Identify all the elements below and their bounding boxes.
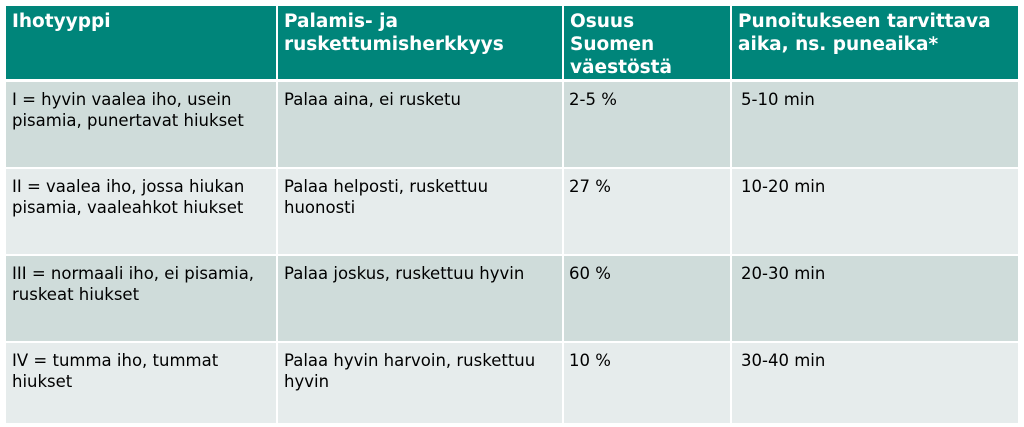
cell-redness-time: 30-40 min <box>732 343 1018 423</box>
cell-skin-type: I = hyvin vaalea iho, usein pisamia, pun… <box>6 82 278 169</box>
table-row: I = hyvin vaalea iho, usein pisamia, pun… <box>6 82 1018 169</box>
cell-redness-time: 10-20 min <box>732 169 1018 256</box>
cell-population-share: 2-5 % <box>564 82 732 169</box>
cell-burn-sensitivity: Palaa hyvin harvoin, ruskettuu hyvin <box>278 343 564 423</box>
header-row: Ihotyyppi Palamis- ja ruskettumisherkkyy… <box>6 6 1018 82</box>
cell-population-share: 60 % <box>564 256 732 343</box>
cell-burn-sensitivity: Palaa aina, ei rusketu <box>278 82 564 169</box>
table-row: II = vaalea iho, jossa hiukan pisamia, v… <box>6 169 1018 256</box>
cell-skin-type: II = vaalea iho, jossa hiukan pisamia, v… <box>6 169 278 256</box>
table-row: IV = tumma iho, tummat hiukset Palaa hyv… <box>6 343 1018 423</box>
header-skin-type: Ihotyyppi <box>6 6 278 82</box>
header-burn-sensitivity: Palamis- ja ruskettumisherkkyys <box>278 6 564 82</box>
cell-skin-type: III = normaali iho, ei pisamia, ruskeat … <box>6 256 278 343</box>
cell-burn-sensitivity: Palaa helposti, ruskettuu huonosti <box>278 169 564 256</box>
cell-skin-type: IV = tumma iho, tummat hiukset <box>6 343 278 423</box>
header-redness-time: Punoitukseen tarvittava aika, ns. puneai… <box>732 6 1018 82</box>
cell-redness-time: 20-30 min <box>732 256 1018 343</box>
skin-type-table-container: Ihotyyppi Palamis- ja ruskettumisherkkyy… <box>6 6 1018 423</box>
skin-type-table: Ihotyyppi Palamis- ja ruskettumisherkkyy… <box>6 6 1018 423</box>
cell-population-share: 10 % <box>564 343 732 423</box>
cell-burn-sensitivity: Palaa joskus, ruskettuu hyvin <box>278 256 564 343</box>
header-population-share: Osuus Suomen väestöstä <box>564 6 732 82</box>
table-row: III = normaali iho, ei pisamia, ruskeat … <box>6 256 1018 343</box>
cell-population-share: 27 % <box>564 169 732 256</box>
cell-redness-time: 5-10 min <box>732 82 1018 169</box>
